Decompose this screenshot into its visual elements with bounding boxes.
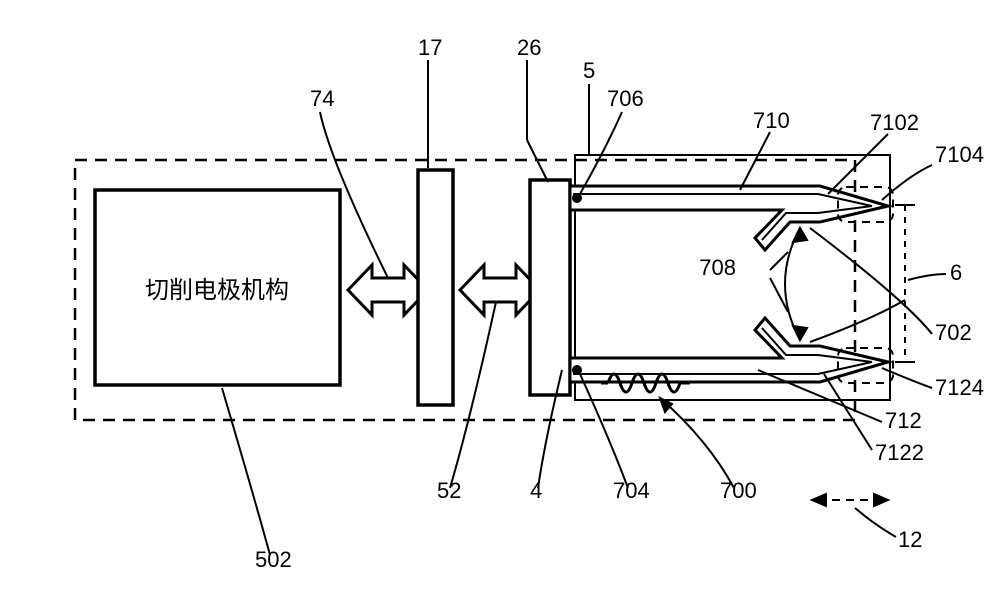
pivot-704 xyxy=(572,365,582,375)
label-700: 700 xyxy=(720,478,757,503)
cn-label: 切削电极机构 xyxy=(145,277,289,304)
label-26: 26 xyxy=(517,35,541,60)
label-7122: 7122 xyxy=(875,440,924,465)
label-502: 502 xyxy=(255,547,292,572)
label-702: 702 xyxy=(935,320,972,345)
label-712: 712 xyxy=(885,408,922,433)
double-arrow-74 xyxy=(348,265,428,315)
label-52: 52 xyxy=(437,478,461,503)
callouts xyxy=(222,60,946,555)
label-704: 704 xyxy=(613,478,650,503)
pivot-706 xyxy=(572,193,582,203)
label-708: 708 xyxy=(699,255,736,280)
block-17 xyxy=(418,170,453,405)
label-4: 4 xyxy=(530,478,542,503)
arm-top xyxy=(570,186,888,250)
block-26 xyxy=(530,180,570,395)
label-17: 17 xyxy=(418,35,442,60)
label-706: 706 xyxy=(607,86,644,111)
label-7124: 7124 xyxy=(935,375,984,400)
label-74: 74 xyxy=(310,86,334,111)
label-710: 710 xyxy=(753,108,790,133)
double-arrow-52 xyxy=(460,265,540,315)
axis-12 xyxy=(812,494,888,506)
double-arrow-708 xyxy=(785,228,807,340)
label-7102: 7102 xyxy=(870,110,919,135)
label-6: 6 xyxy=(950,260,962,285)
label-7104: 7104 xyxy=(935,142,984,167)
schematic-diagram: 切削电极机构 xyxy=(0,0,1000,603)
extent-6 xyxy=(895,205,915,362)
label-12: 12 xyxy=(898,527,922,552)
label-5: 5 xyxy=(583,58,595,83)
